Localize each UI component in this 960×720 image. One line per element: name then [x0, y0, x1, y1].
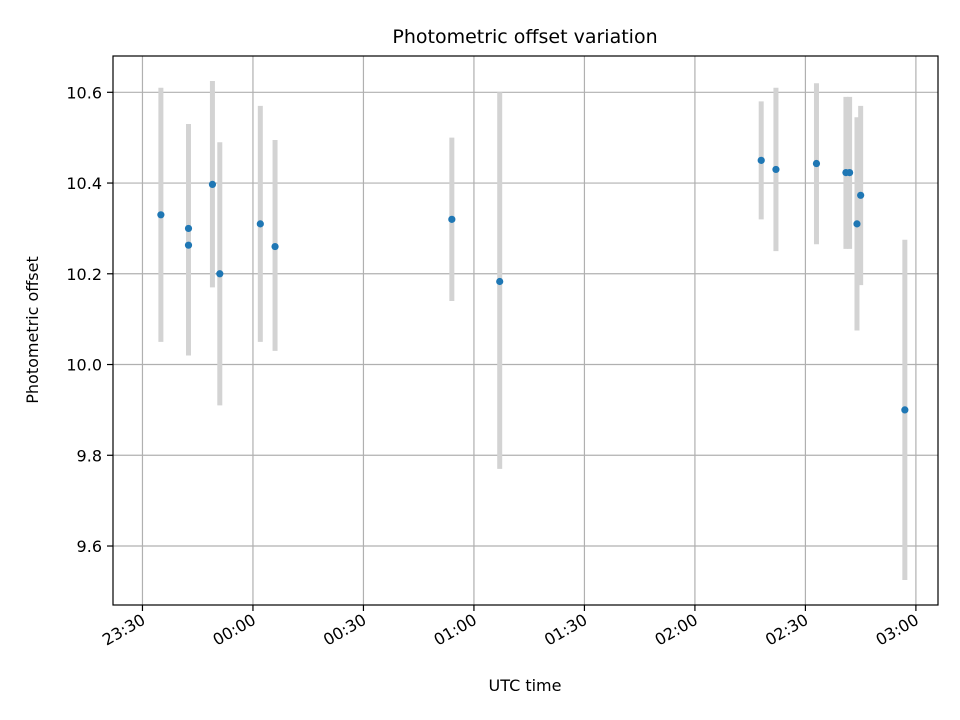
- plot-frame: [112, 55, 939, 606]
- y-tick-label: 9.8: [77, 446, 102, 465]
- y-tick-label: 10.0: [66, 356, 102, 375]
- y-tick-label: 10.4: [66, 174, 102, 193]
- data-point: [448, 215, 456, 223]
- data-point: [184, 224, 193, 233]
- data-point: [208, 180, 217, 189]
- chart-title: Photometric offset variation: [392, 26, 657, 48]
- grid-layer: [113, 56, 938, 605]
- point-layer: [157, 156, 909, 414]
- y-tick-label: 9.6: [77, 537, 102, 556]
- data-point: [772, 165, 780, 174]
- data-point: [757, 156, 765, 164]
- data-point: [901, 406, 909, 414]
- data-point: [271, 242, 279, 251]
- data-point: [496, 277, 504, 286]
- data-point: [256, 220, 264, 228]
- y-tick-label: 10.2: [66, 265, 102, 284]
- data-point: [184, 241, 193, 249]
- data-point: [157, 211, 165, 219]
- data-point: [853, 220, 861, 228]
- y-tick-label: 10.6: [66, 83, 102, 102]
- data-point: [846, 169, 854, 177]
- x-axis-label: UTC time: [489, 676, 562, 695]
- data-point: [857, 191, 865, 199]
- data-point: [216, 270, 224, 278]
- y-axis-label: Photometric offset: [23, 256, 42, 404]
- data-point: [812, 159, 821, 168]
